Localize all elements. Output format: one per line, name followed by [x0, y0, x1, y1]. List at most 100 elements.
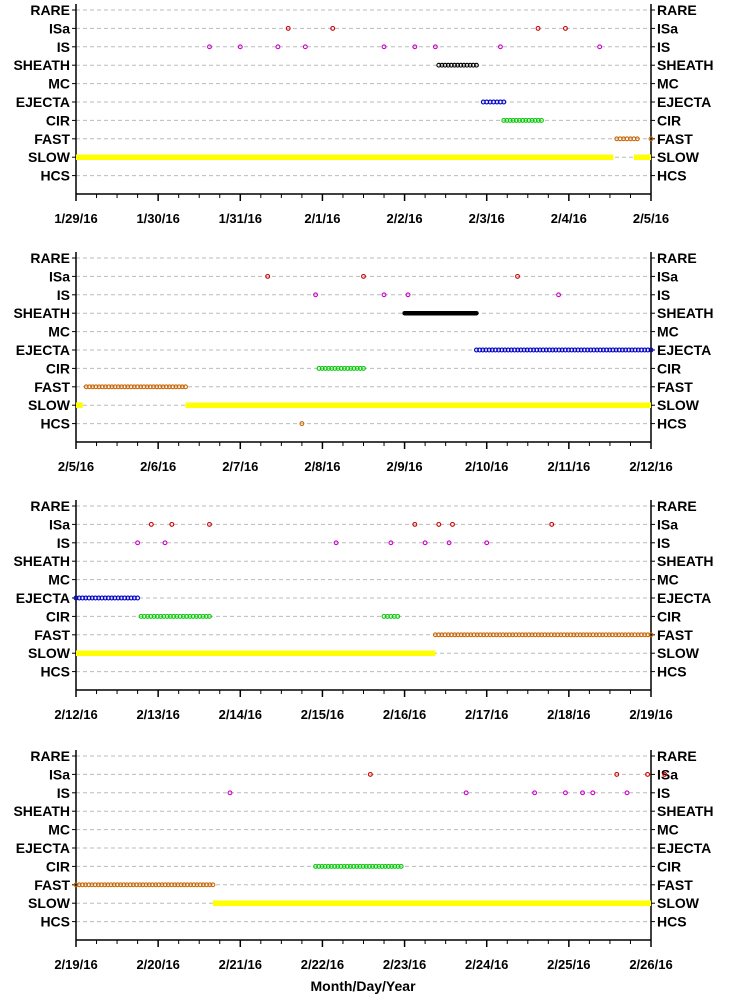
category-label-right: FAST: [657, 131, 693, 147]
x-tick-label: 2/16/16: [383, 707, 426, 722]
range-dot: [172, 882, 178, 888]
category-label-right: CIR: [657, 360, 681, 376]
x-tick-label: 2/8/16: [304, 459, 340, 474]
range-dot: [588, 347, 594, 353]
event-point-isa: [285, 25, 291, 31]
category-label-right: FAST: [657, 877, 693, 893]
range-dot: [162, 882, 168, 888]
event-point-is: [624, 790, 630, 796]
category-label-left: CIR: [46, 608, 70, 624]
range-dot: [156, 882, 162, 888]
x-tick-label: 2/9/16: [386, 459, 422, 474]
category-label-left: SHEATH: [13, 553, 70, 569]
range-dot: [642, 347, 648, 353]
panel-3: RARE RARE ISa ISa IS IS SHEATH SHEATH MC MC EJECTA…: [13, 498, 713, 722]
range-dot: [188, 882, 194, 888]
range-dot: [128, 595, 134, 601]
range-dot: [639, 347, 644, 353]
category-label-left: SHEATH: [13, 57, 70, 73]
range-dot: [645, 632, 651, 638]
range-dot: [170, 384, 176, 390]
event-range-fast: [432, 632, 654, 638]
category-label-right: SLOW: [657, 645, 700, 661]
range-dot: [373, 863, 379, 869]
event-point-isa: [549, 521, 555, 527]
range-dot: [92, 882, 98, 888]
event-point-is: [313, 292, 319, 298]
range-dot: [506, 632, 512, 638]
category-label-right: CIR: [657, 858, 681, 874]
category-label-right: ISa: [657, 516, 678, 532]
category-label-left: EJECTA: [16, 590, 70, 606]
category-label-right: HCS: [657, 914, 687, 930]
range-dot: [357, 365, 363, 371]
range-dot: [559, 347, 565, 353]
event-point-is: [463, 790, 469, 796]
range-dot: [118, 595, 124, 601]
category-label-left: SHEATH: [13, 803, 70, 819]
event-point-fast: [648, 136, 654, 142]
range-dot: [316, 365, 322, 371]
range-dot: [543, 347, 549, 353]
range-dot: [121, 882, 127, 888]
event-point-is: [302, 44, 308, 50]
range-dot: [395, 863, 401, 869]
category-label-left: IS: [57, 785, 70, 801]
range-dot: [461, 632, 467, 638]
range-dot: [351, 863, 357, 869]
range-dot: [470, 62, 476, 68]
category-label-right: MC: [657, 76, 679, 92]
range-dot: [181, 882, 187, 888]
range-dot: [445, 62, 451, 68]
range-dot: [512, 347, 517, 353]
x-tick-label: 2/5/16: [58, 459, 94, 474]
category-label-left: HCS: [40, 914, 70, 930]
x-tick-label: 2/23/16: [383, 957, 426, 972]
range-dot: [93, 595, 98, 601]
range-dot: [76, 595, 82, 601]
range-dot: [80, 595, 85, 601]
range-dot: [535, 632, 541, 638]
x-axis-title: Month/Day/Year: [310, 978, 416, 994]
range-dot: [500, 632, 506, 638]
range-dot: [102, 595, 108, 601]
range-dot: [513, 117, 519, 123]
event-point-isa: [662, 771, 668, 777]
x-tick-label: 2/1/16: [304, 211, 340, 226]
range-dot: [131, 595, 137, 601]
range-dot: [526, 117, 532, 123]
range-dot: [574, 632, 580, 638]
event-point-isa: [535, 25, 541, 31]
event-point-isa: [207, 521, 212, 527]
x-tick-label: 2/24/16: [465, 957, 508, 972]
x-tick-label: 2/21/16: [219, 957, 262, 972]
category-label-left: IS: [57, 535, 70, 551]
category-label-left: IS: [57, 39, 70, 55]
range-dot: [634, 136, 640, 142]
category-label-left: RARE: [30, 250, 70, 266]
category-label-right: IS: [657, 785, 670, 801]
range-dot: [635, 347, 641, 353]
range-dot: [523, 632, 528, 638]
category-label-right: SHEATH: [657, 803, 714, 819]
category-label-left: ISa: [49, 268, 70, 284]
range-dot: [510, 117, 516, 123]
range-dot: [341, 365, 347, 371]
range-dot: [111, 882, 117, 888]
range-dot: [319, 365, 325, 371]
x-tick-label: 2/3/16: [469, 211, 505, 226]
range-dot: [176, 384, 182, 390]
range-dot: [626, 347, 632, 353]
category-label-right: ISa: [657, 20, 678, 36]
range-dot: [127, 882, 133, 888]
event-point-isa: [265, 273, 271, 279]
range-dot: [445, 632, 451, 638]
category-label-left: FAST: [34, 379, 70, 395]
category-label-left: EJECTA: [16, 840, 70, 856]
range-dot: [520, 117, 526, 123]
range-dot: [467, 62, 473, 68]
range-dot: [505, 347, 511, 353]
range-dot: [122, 595, 128, 601]
x-tick-label: 2/17/16: [465, 707, 508, 722]
range-dot: [619, 632, 625, 638]
